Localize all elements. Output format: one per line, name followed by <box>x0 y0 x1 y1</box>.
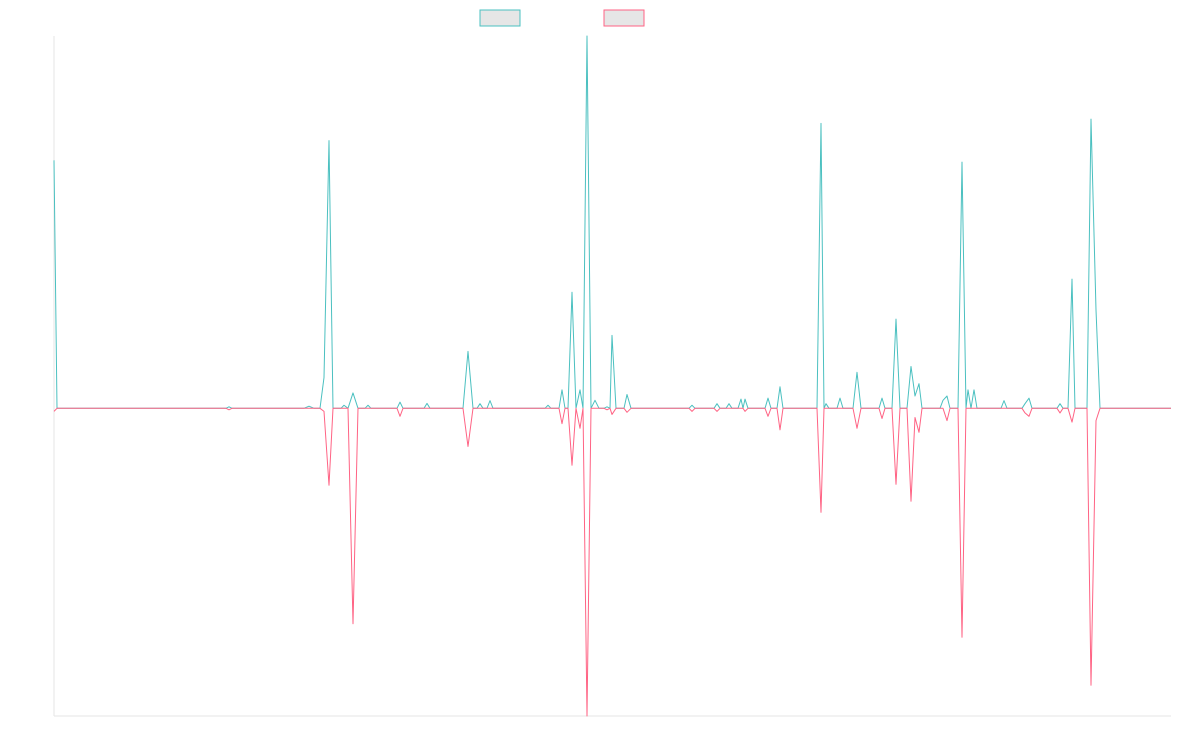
legend-swatch <box>479 9 521 27</box>
series-line <box>53 407 1171 717</box>
series-line <box>53 35 1171 409</box>
legend-swatch <box>603 9 645 27</box>
